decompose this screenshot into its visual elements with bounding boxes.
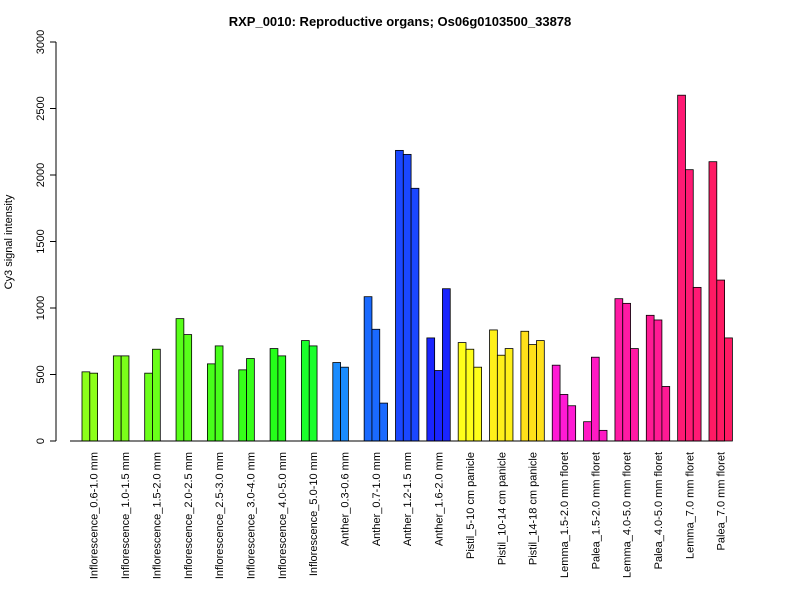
y-tick-label: 500 xyxy=(35,365,47,383)
bar xyxy=(301,340,310,442)
y-tick-label: 0 xyxy=(35,438,47,444)
x-tick-label: Lemma_1.5-2.0 mm floret xyxy=(559,452,571,578)
x-tick-label: Lemma_7.0 mm floret xyxy=(684,452,696,559)
x-tick-label: Inflorescence_3.0-4.0 mm xyxy=(245,452,257,579)
bar xyxy=(332,362,341,442)
x-tick-label: Anther_0.7-1.0 mm xyxy=(371,452,383,546)
bar xyxy=(379,402,388,442)
x-tick-label: Inflorescence_5.0-10 mm xyxy=(308,452,320,576)
bar xyxy=(622,302,631,442)
x-axis-labels: Inflorescence_0.6-1.0 mm Inflorescence_1.… xyxy=(89,452,728,579)
bar xyxy=(442,288,451,442)
x-tick-label: Inflorescence_1.5-2.0 mm xyxy=(151,452,163,579)
bar xyxy=(175,318,185,442)
bar xyxy=(308,345,318,442)
x-tick-label: Pistil_5-10 cm panicle xyxy=(465,452,477,559)
bar xyxy=(685,169,694,442)
bar xyxy=(410,187,420,442)
bar xyxy=(614,298,624,442)
bar xyxy=(112,355,122,442)
x-tick-label: Palea_4.0-5.0 mm floret xyxy=(653,452,665,569)
x-tick-label: Inflorescence_4.0-5.0 mm xyxy=(277,452,289,579)
x-tick-label: Anther_1.2-1.5 mm xyxy=(402,452,414,546)
x-tick-label: Pistil_14-18 cm panicle xyxy=(528,452,540,565)
bar xyxy=(489,329,498,442)
bar xyxy=(559,394,569,442)
y-axis-label: Cy3 signal intensity xyxy=(3,194,15,289)
bars xyxy=(81,94,733,442)
y-axis: 0 500 1000 1500 2000 2500 3000 xyxy=(35,30,57,444)
x-tick-label: Palea_1.5-2.0 mm floret xyxy=(590,452,602,569)
bar xyxy=(340,366,349,442)
x-tick-label: Inflorescence_2.5-3.0 mm xyxy=(214,452,226,579)
bar xyxy=(645,314,655,442)
chart-title: RXP_0010: Reproductive organs; Os06g0103… xyxy=(229,14,572,29)
x-tick-label: Anther_0.3-0.6 mm xyxy=(340,452,352,546)
bar xyxy=(528,344,537,442)
y-tick-label: 1000 xyxy=(35,296,47,320)
bar xyxy=(214,345,224,442)
x-tick-label: Anther_1.6-2.0 mm xyxy=(434,452,446,546)
bar xyxy=(402,153,412,442)
x-tick-label: Inflorescence_1.0-1.5 mm xyxy=(120,452,132,579)
bar xyxy=(120,355,130,442)
bar xyxy=(661,386,671,442)
bar xyxy=(144,372,153,442)
bar xyxy=(246,358,255,442)
y-tick-label: 1500 xyxy=(35,229,47,253)
y-tick-label: 3000 xyxy=(35,30,47,54)
bar xyxy=(363,296,373,442)
bar xyxy=(583,421,592,442)
bar xyxy=(591,356,600,442)
x-tick-label: Lemma_4.0-5.0 mm floret xyxy=(622,452,634,578)
bar xyxy=(269,348,279,442)
bar xyxy=(238,369,247,442)
x-tick-label: Palea_7.0 mm floret xyxy=(716,452,728,550)
bar xyxy=(457,342,467,442)
bar xyxy=(434,370,443,442)
bar xyxy=(567,405,577,442)
bar xyxy=(653,319,663,442)
bar xyxy=(473,366,482,442)
bar xyxy=(716,279,725,442)
x-tick-label: Inflorescence_0.6-1.0 mm xyxy=(89,452,101,579)
bar xyxy=(496,354,506,442)
bar xyxy=(465,348,475,442)
bar xyxy=(692,286,702,442)
bar xyxy=(206,363,216,442)
x-tick-label: Inflorescence_2.0-2.5 mm xyxy=(183,452,195,579)
bar xyxy=(630,348,639,442)
bar xyxy=(504,348,514,442)
bar xyxy=(551,364,561,442)
bar xyxy=(183,334,193,442)
bar xyxy=(598,429,608,442)
bar xyxy=(536,340,545,442)
y-tick-label: 2500 xyxy=(35,96,47,120)
bar xyxy=(426,337,436,442)
bar xyxy=(520,330,530,442)
bar xyxy=(277,355,287,442)
bar xyxy=(89,372,99,442)
bar xyxy=(371,328,381,442)
y-tick-label: 2000 xyxy=(35,163,47,187)
x-tick-label: Pistil_10-14 cm panicle xyxy=(496,452,508,565)
bar xyxy=(724,337,733,442)
bar xyxy=(677,94,686,442)
bar xyxy=(708,161,718,442)
bar xyxy=(395,149,404,442)
bar xyxy=(81,371,91,442)
bar xyxy=(152,348,161,442)
